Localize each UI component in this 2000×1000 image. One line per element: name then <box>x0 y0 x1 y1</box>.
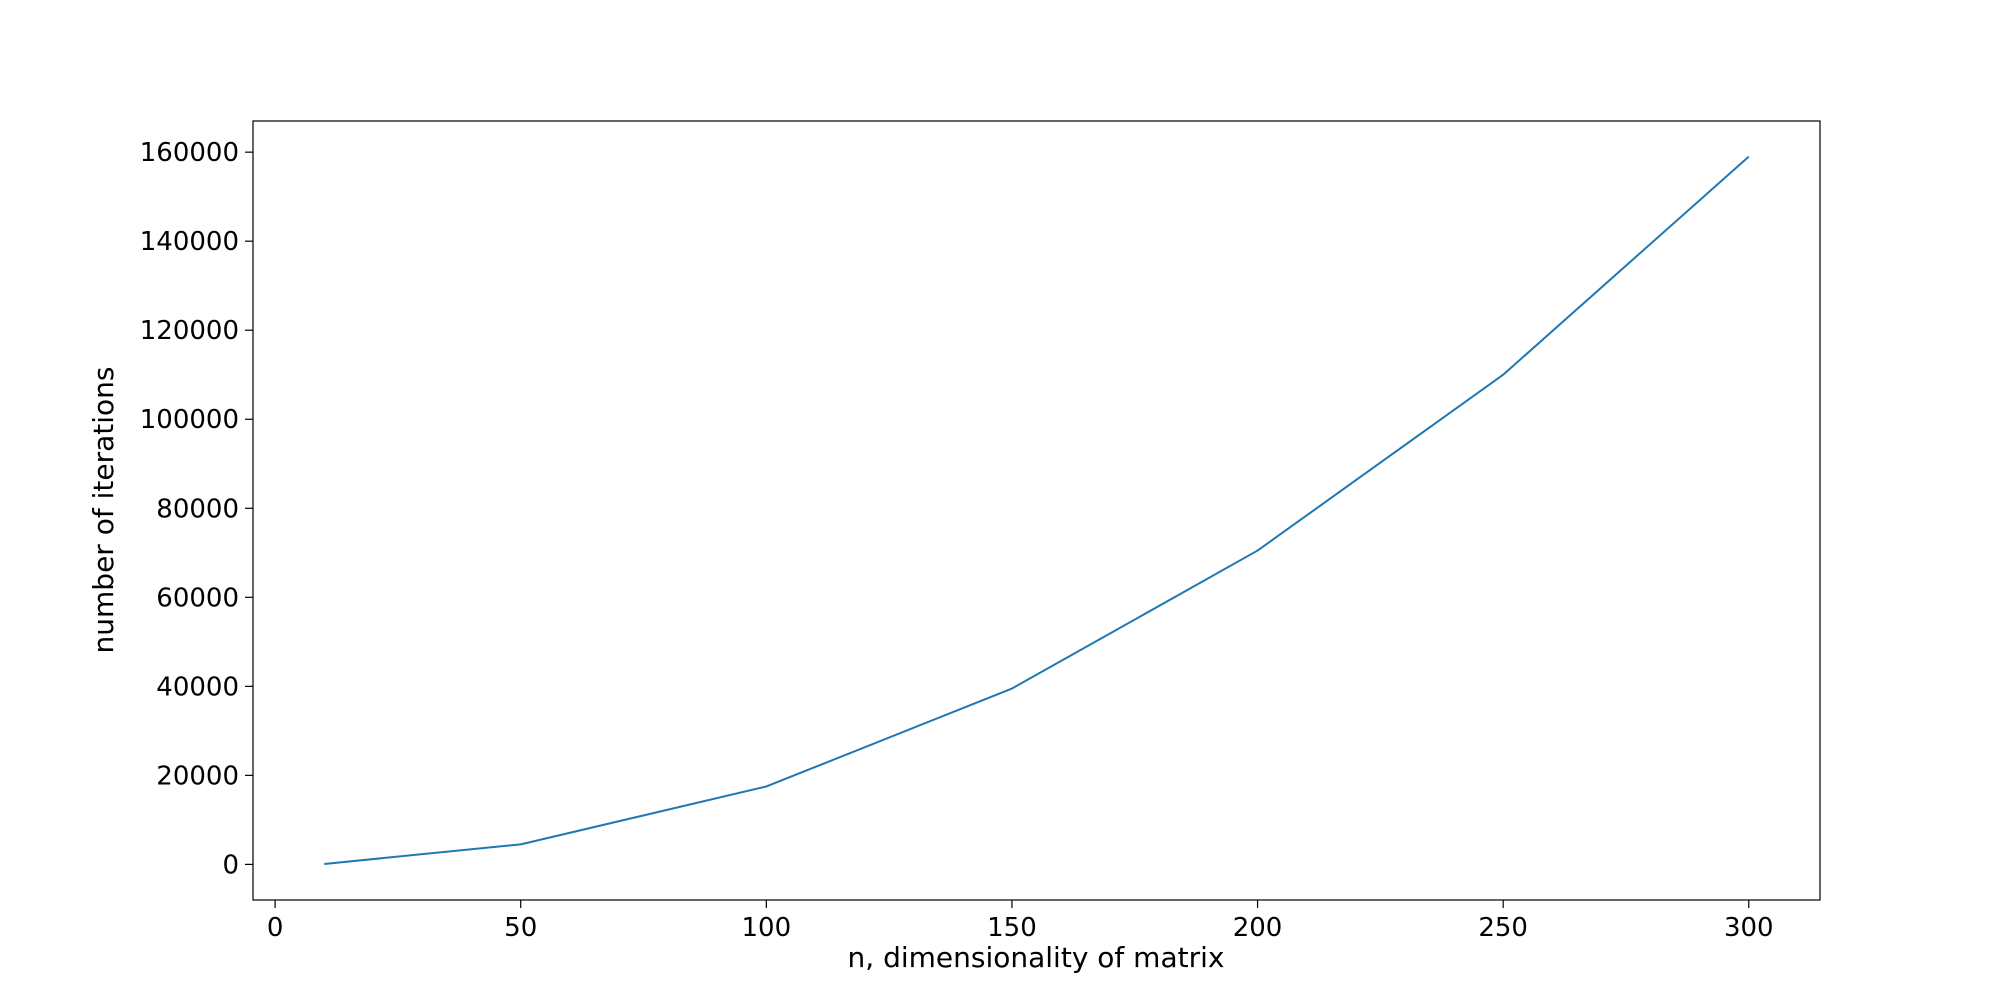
y-tick-label: 20000 <box>156 761 239 791</box>
x-tick-label: 250 <box>1478 913 1528 943</box>
x-axis-label: n, dimensionality of matrix <box>848 941 1225 974</box>
y-tick-label: 40000 <box>156 672 239 702</box>
x-tick-label: 150 <box>987 913 1037 943</box>
x-tick-label: 100 <box>742 913 792 943</box>
y-tick-label: 0 <box>222 850 239 880</box>
y-tick-label: 140000 <box>140 227 239 257</box>
x-tick-label: 50 <box>504 913 537 943</box>
y-tick-label: 120000 <box>140 316 239 346</box>
y-tick-label: 100000 <box>140 405 239 435</box>
plot-area <box>253 121 1820 900</box>
x-axis-ticks: 0 50 100 150 200 250 300 <box>267 900 1774 943</box>
y-axis-ticks: 0 20000 40000 60000 80000 100000 120000 140000 1… <box>140 138 253 880</box>
plot-frame <box>252 120 1821 901</box>
y-axis-label: number of iterations <box>87 367 120 654</box>
series-layer <box>324 155 1750 865</box>
x-tick-label: 300 <box>1724 913 1774 943</box>
x-tick-label: 0 <box>267 913 284 943</box>
x-tick-label: 200 <box>1233 913 1283 943</box>
y-tick-label: 160000 <box>140 138 239 168</box>
y-tick-label: 60000 <box>156 583 239 613</box>
y-tick-label: 80000 <box>156 494 239 524</box>
series-line <box>324 155 1750 865</box>
